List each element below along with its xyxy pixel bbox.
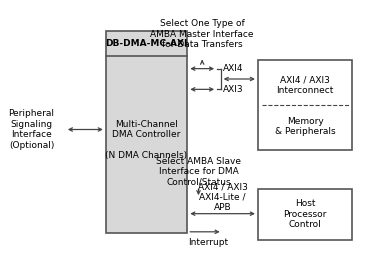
Bar xyxy=(258,60,352,150)
Text: Memory
& Peripherals: Memory & Peripherals xyxy=(275,117,335,136)
Text: AXI4 / AXI3
Interconnect: AXI4 / AXI3 Interconnect xyxy=(276,75,334,95)
Text: DB-DMA-MC-AXI: DB-DMA-MC-AXI xyxy=(105,39,188,48)
Bar xyxy=(258,189,352,240)
Text: Multi-Channel
DMA Controller

(N DMA Channels): Multi-Channel DMA Controller (N DMA Chan… xyxy=(105,120,188,160)
Text: Interrupt: Interrupt xyxy=(188,238,229,247)
Bar xyxy=(106,31,187,233)
Text: AXI4: AXI4 xyxy=(223,64,243,73)
Text: Select One Type of
AMBA Master Interface
for Data Transfers: Select One Type of AMBA Master Interface… xyxy=(151,19,254,49)
Text: AXI3: AXI3 xyxy=(223,85,243,94)
Text: Peripheral
Signaling
Interface
(Optional): Peripheral Signaling Interface (Optional… xyxy=(9,109,55,150)
Text: Host
Processor
Control: Host Processor Control xyxy=(283,199,327,229)
Text: Select AMBA Slave
Interface for DMA
Control/Status: Select AMBA Slave Interface for DMA Cont… xyxy=(156,157,241,186)
Text: AXI4 / AXI3
AXI4-Lite /
APB: AXI4 / AXI3 AXI4-Lite / APB xyxy=(198,183,247,212)
